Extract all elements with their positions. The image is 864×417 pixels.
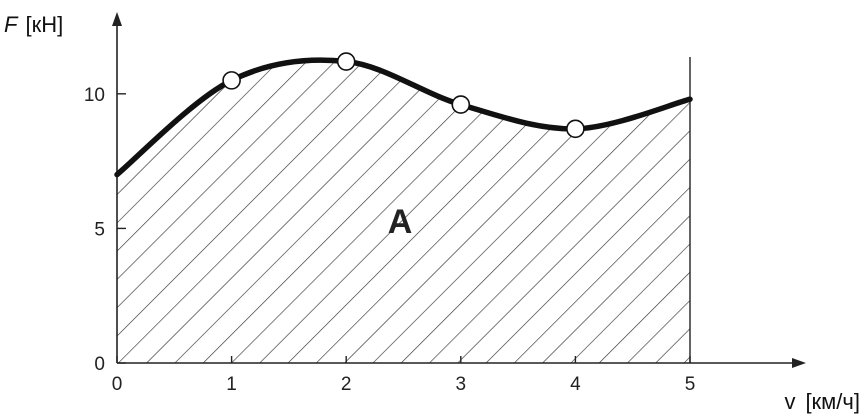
y-axis-unit: [кН] — [25, 12, 63, 37]
x-axis-title: v [км/ч] — [784, 389, 860, 414]
markers-group — [222, 52, 585, 139]
y-axis-title: F [кН] — [4, 12, 63, 37]
y-tick-label: 10 — [84, 85, 105, 106]
y-tick-label: 0 — [94, 354, 105, 375]
axes-group — [112, 12, 806, 368]
x-axis-unit: [км/ч] — [805, 389, 860, 414]
x-tick-label: 4 — [570, 374, 581, 395]
labels-group: 0 1 2 3 4 5 0 5 10 A F [кН] v [км/ч] — [4, 12, 860, 414]
x-axis-symbol: v — [784, 389, 795, 414]
y-tick-label: 5 — [94, 219, 105, 240]
data-point-marker — [451, 95, 471, 114]
area-under-curve — [117, 60, 690, 364]
data-point-marker — [336, 52, 356, 71]
x-tick-label: 0 — [112, 374, 123, 395]
y-axis-symbol: F — [4, 12, 19, 37]
data-point-marker — [222, 71, 241, 90]
x-axis-arrow — [792, 358, 806, 368]
x-tick-label: 1 — [226, 374, 237, 395]
area-label: A — [388, 203, 413, 241]
y-axis-arrow — [112, 12, 122, 26]
data-point-marker — [566, 119, 585, 139]
x-tick-label: 3 — [456, 374, 467, 395]
x-tick-label: 5 — [685, 374, 696, 395]
area-under-curve-group — [117, 60, 690, 364]
x-tick-label: 2 — [341, 374, 352, 395]
